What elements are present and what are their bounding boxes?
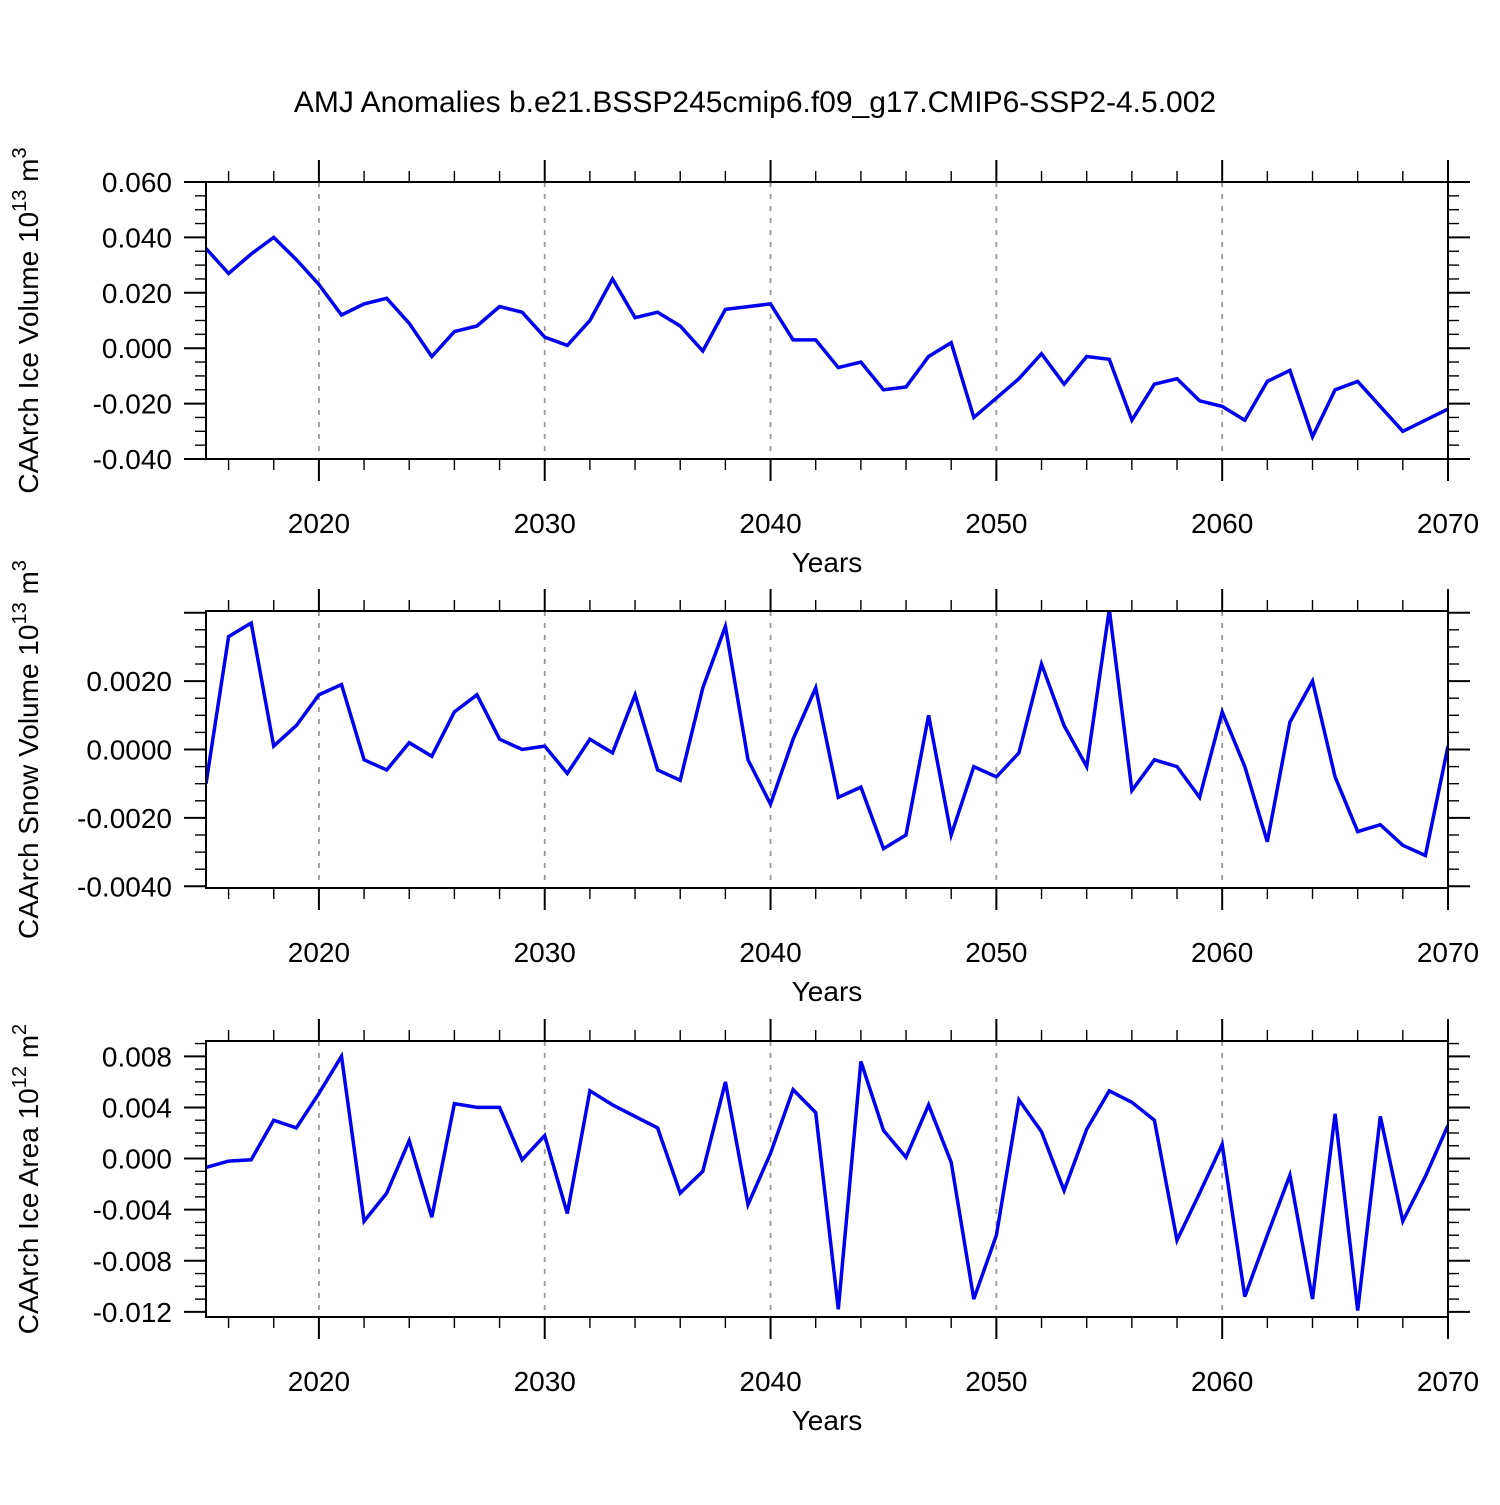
y-tick-label: -0.040 xyxy=(93,444,172,475)
y-tick-label: 0.000 xyxy=(102,1144,172,1175)
plot-frame xyxy=(205,1040,1449,1318)
x-tick-label: 2060 xyxy=(1191,1366,1253,1397)
x-tick-label: 2070 xyxy=(1417,508,1479,539)
plot-frame xyxy=(205,181,1449,460)
x-tick-label: 2040 xyxy=(739,937,801,968)
x-tick-label: 2020 xyxy=(288,1366,350,1397)
x-tick-label: 2020 xyxy=(288,937,350,968)
y-tick-label: -0.012 xyxy=(93,1297,172,1328)
chart-snow-volume: 2020 2030 2040 2050 2060 2070 0.0020 0.0000 -0.0… xyxy=(9,560,1479,1007)
series-line-ice-area xyxy=(206,1051,1448,1311)
x-tick-label: 2050 xyxy=(965,1366,1027,1397)
y-axis-title: CAArch Snow Volume 1013 m3 xyxy=(9,560,44,939)
series-line-snow-volume xyxy=(206,611,1448,858)
x-axis-title: Years xyxy=(792,976,863,1007)
y-tick-label: -0.0040 xyxy=(77,871,172,902)
x-tick-label: 2060 xyxy=(1191,508,1253,539)
y-tick-label: 0.060 xyxy=(102,167,172,198)
x-tick-label: 2070 xyxy=(1417,937,1479,968)
x-tick-label: 2070 xyxy=(1417,1366,1479,1397)
y-tick-label: 0.000 xyxy=(102,333,172,364)
y-tick-label: -0.020 xyxy=(93,389,172,420)
x-tick-label: 2060 xyxy=(1191,937,1253,968)
chart-ice-area: 2020 2030 2040 2050 2060 2070 0.008 0.004 0.000 -… xyxy=(9,1019,1479,1436)
x-axis-title: Years xyxy=(792,547,863,578)
x-axis-title: Years xyxy=(792,1405,863,1436)
y-tick-label: 0.004 xyxy=(102,1092,172,1123)
y-tick-label: 0.020 xyxy=(102,278,172,309)
series-line-ice-volume xyxy=(206,235,1448,442)
x-tick-label: 2040 xyxy=(739,1366,801,1397)
main-title: AMJ Anomalies b.e21.BSSP245cmip6.f09_g17… xyxy=(294,86,1216,119)
y-tick-label: 0.040 xyxy=(102,222,172,253)
y-axis-title: CAArch Ice Volume 1013 m3 xyxy=(9,147,44,493)
y-tick-label: 0.008 xyxy=(102,1041,172,1072)
x-tick-label: 2050 xyxy=(965,937,1027,968)
x-tick-label: 2030 xyxy=(514,937,576,968)
y-tick-label: -0.0020 xyxy=(77,803,172,834)
chart-ice-volume: 2020 2030 2040 2050 2060 2070 0.060 0.040 0.020 0… xyxy=(9,147,1479,578)
y-tick-label: -0.008 xyxy=(93,1246,172,1277)
x-tick-label: 2020 xyxy=(288,508,350,539)
x-tick-label: 2040 xyxy=(739,508,801,539)
x-tick-label: 2030 xyxy=(514,508,576,539)
y-axis-title: CAArch Ice Area 1012 m2 xyxy=(9,1024,44,1334)
x-tick-label: 2050 xyxy=(965,508,1027,539)
y-tick-label: -0.004 xyxy=(93,1195,172,1226)
x-tick-label: 2030 xyxy=(514,1366,576,1397)
y-tick-label: 0.0020 xyxy=(86,666,172,697)
y-tick-label: 0.0000 xyxy=(86,735,172,766)
